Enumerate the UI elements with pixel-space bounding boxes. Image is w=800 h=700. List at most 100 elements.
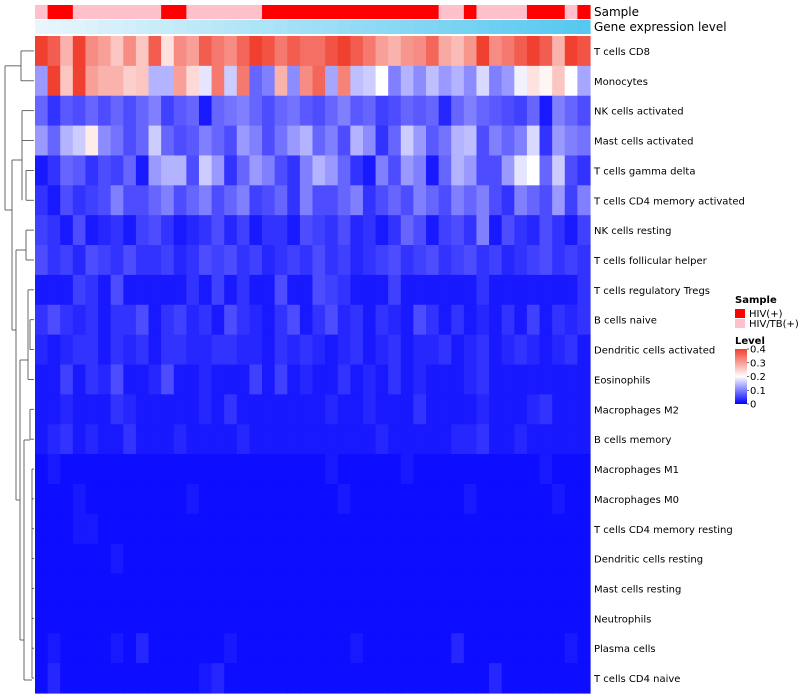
heatmap-cell <box>489 36 503 67</box>
sample-annotation-cell <box>489 5 503 19</box>
heatmap-cell <box>198 394 213 425</box>
heatmap-cell <box>148 513 162 545</box>
heatmap-cell <box>198 334 213 366</box>
heatmap-cell <box>287 65 301 97</box>
heatmap-cell <box>135 454 150 485</box>
row-label: NK cells activated <box>594 107 684 118</box>
sample-annotation-cell <box>564 5 578 19</box>
row-label: Macrophages M0 <box>594 495 679 506</box>
heatmap-cell <box>211 65 225 97</box>
heatmap-cell <box>211 125 225 157</box>
row-label: Macrophages M2 <box>594 405 679 416</box>
heatmap-cell <box>110 334 124 366</box>
expression-annotation-cell <box>98 20 112 34</box>
heatmap-cell <box>161 573 175 605</box>
heatmap-cell <box>400 603 415 634</box>
heatmap-cell <box>186 543 200 575</box>
heatmap-cell <box>337 454 351 485</box>
heatmap-cell <box>161 483 175 515</box>
heatmap-cell <box>577 65 591 97</box>
heatmap-cell <box>60 245 74 276</box>
heatmap-cell <box>161 603 175 634</box>
heatmap-cell <box>135 95 150 127</box>
heatmap-cell <box>526 245 541 276</box>
heatmap-cell <box>161 424 175 455</box>
heatmap-cell <box>135 36 150 67</box>
heatmap-cell <box>337 364 351 395</box>
heatmap-cell <box>262 394 276 425</box>
heatmap-cell <box>388 543 402 575</box>
heatmap-cell <box>438 424 452 455</box>
heatmap-cell <box>110 304 124 336</box>
heatmap-cell <box>312 424 326 455</box>
heatmap-cell <box>552 36 566 67</box>
heatmap-cell <box>400 454 415 485</box>
sample-track-label: Sample <box>594 5 639 19</box>
heatmap-cell <box>236 65 251 97</box>
heatmap-cell <box>72 454 87 485</box>
heatmap-cell <box>85 304 99 336</box>
heatmap-cell <box>463 304 478 336</box>
heatmap-cell <box>362 245 377 276</box>
heatmap-cell <box>375 334 389 366</box>
heatmap-cell <box>501 125 515 157</box>
heatmap-cell <box>110 36 124 67</box>
heatmap-cell <box>564 215 578 246</box>
heatmap-cell <box>274 65 288 97</box>
heatmap-cell <box>388 185 402 216</box>
expression-annotation-cell <box>211 20 225 34</box>
legend-tick-label: 0.3 <box>750 358 766 369</box>
heatmap-cell <box>325 513 339 545</box>
row-label: T cells gamma delta <box>593 166 695 177</box>
heatmap-cell <box>312 274 326 306</box>
heatmap-cell <box>135 304 150 336</box>
heatmap-cell <box>564 125 578 157</box>
heatmap-cell <box>438 125 452 157</box>
heatmap-cell <box>60 65 74 97</box>
heatmap-cell <box>148 334 162 366</box>
heatmap-cell <box>35 36 49 67</box>
heatmap-cell <box>173 394 187 425</box>
heatmap-cell <box>552 155 566 186</box>
heatmap-cell <box>388 304 402 336</box>
heatmap-cell <box>47 304 61 336</box>
expression-annotation-cell <box>173 20 187 34</box>
heatmap-cell <box>337 603 351 634</box>
heatmap-cell <box>526 603 541 634</box>
heatmap-cell <box>148 424 162 455</box>
sample-annotation-cell <box>47 5 61 19</box>
row-label: T cells CD4 memory activated <box>593 196 745 207</box>
heatmap-cell <box>173 543 187 575</box>
heatmap-cell <box>489 125 503 157</box>
heatmap-cell <box>463 245 478 276</box>
heatmap-cell <box>123 304 137 336</box>
heatmap-cell <box>299 36 314 67</box>
heatmap-cell <box>325 36 339 67</box>
heatmap-cell <box>148 603 162 634</box>
heatmap-cell <box>35 155 49 186</box>
heatmap-cell <box>526 454 541 485</box>
heatmap-cell <box>85 573 99 605</box>
heatmap-cell <box>262 304 276 336</box>
heatmap-cell <box>312 125 326 157</box>
heatmap-cell <box>539 454 553 485</box>
heatmap-cell <box>35 513 49 545</box>
heatmap-cell <box>325 274 339 306</box>
heatmap-cell <box>463 543 478 575</box>
heatmap-cell <box>463 603 478 634</box>
heatmap-cell <box>35 125 49 157</box>
sample-annotation-cell <box>123 5 137 19</box>
heatmap-cell <box>489 245 503 276</box>
expression-annotation-cell <box>287 20 301 34</box>
heatmap-cell <box>186 125 200 157</box>
heatmap-cell <box>325 543 339 575</box>
heatmap-cell <box>173 663 187 694</box>
heatmap-cell <box>539 663 553 694</box>
heatmap-cell <box>98 483 112 515</box>
expression-annotation-cell <box>262 20 276 34</box>
heatmap-cell <box>312 454 326 485</box>
heatmap-cell <box>299 274 314 306</box>
heatmap-cell <box>186 603 200 634</box>
heatmap-cell <box>186 334 200 366</box>
heatmap-cell <box>451 663 465 694</box>
